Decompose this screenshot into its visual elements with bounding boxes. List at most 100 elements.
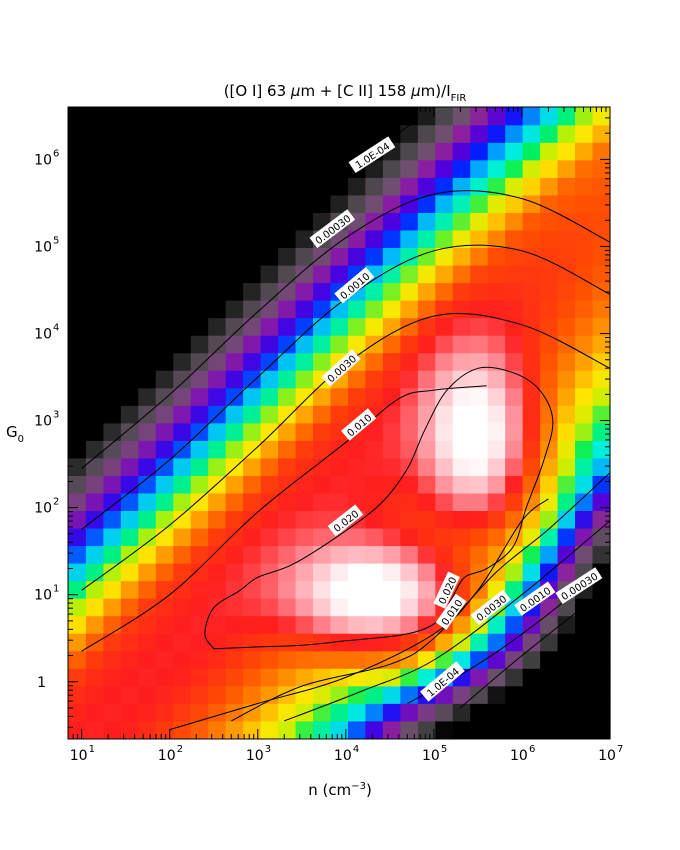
- heatmap-cell: [487, 370, 506, 389]
- heatmap-cell: [470, 650, 489, 669]
- heatmap-cell: [505, 387, 524, 406]
- heatmap-cell: [190, 387, 209, 406]
- y-tick-label: 10: [34, 239, 52, 255]
- heatmap-cell: [435, 510, 454, 529]
- heatmap-cell: [470, 387, 489, 406]
- heatmap-cell: [208, 457, 227, 476]
- heatmap-cell: [190, 177, 209, 196]
- heatmap-cell: [522, 352, 541, 371]
- heatmap-cell: [347, 598, 367, 617]
- y-tick-label: 10: [34, 414, 52, 430]
- heatmap-cell: [540, 177, 559, 196]
- heatmap-cell: [505, 475, 524, 494]
- heatmap-cell: [243, 124, 262, 143]
- heatmap-cell: [452, 440, 471, 459]
- heatmap-cell: [243, 194, 262, 213]
- heatmap-cell: [225, 335, 244, 354]
- heatmap-cell: [68, 177, 87, 196]
- heatmap-cell: [313, 422, 332, 441]
- heatmap-cell: [575, 545, 594, 564]
- heatmap-cell: [522, 335, 541, 354]
- heatmap-cell: [557, 159, 576, 178]
- heatmap-cell: [417, 124, 436, 143]
- heatmap-cell: [487, 212, 506, 231]
- heatmap-cell: [120, 317, 139, 336]
- heatmap-cell: [347, 668, 367, 687]
- heatmap-cell: [382, 510, 401, 529]
- heatmap-cell: [278, 510, 297, 529]
- heatmap-cell: [120, 405, 139, 424]
- heatmap-cell: [557, 177, 576, 196]
- heatmap-cell: [522, 159, 541, 178]
- heatmap-cell: [452, 703, 471, 722]
- heatmap-cell: [260, 317, 279, 336]
- heatmap-cell: [243, 422, 262, 441]
- heatmap-cell: [505, 247, 524, 266]
- heatmap-cell: [470, 317, 489, 336]
- heatmap-cell: [85, 177, 104, 196]
- heatmap-cell: [522, 668, 541, 687]
- heatmap-cell: [382, 387, 401, 406]
- heatmap-cell: [330, 703, 349, 722]
- heatmap-cell: [85, 720, 104, 739]
- heatmap-cell: [103, 650, 122, 669]
- heatmap-cell: [435, 159, 454, 178]
- heatmap-cell: [382, 580, 401, 599]
- heatmap-cell: [243, 282, 262, 301]
- heatmap-cell: [260, 475, 279, 494]
- heatmap-cell: [592, 475, 611, 494]
- heatmap-cell: [85, 650, 104, 669]
- heatmap-cell: [417, 177, 436, 196]
- heatmap-cell: [120, 527, 139, 547]
- heatmap-cell: [382, 633, 401, 652]
- heatmap-cell: [330, 247, 349, 266]
- heatmap-cell: [400, 492, 419, 512]
- heatmap-cell: [120, 685, 139, 704]
- heatmap-cell: [365, 615, 384, 634]
- heatmap-cell: [470, 703, 489, 722]
- y-tick-label: 10: [34, 588, 52, 604]
- heatmap-cell: [190, 615, 209, 634]
- contour-label-bg: [433, 571, 460, 609]
- contour-label-bg: [420, 661, 465, 702]
- y-tick-label: 10: [34, 152, 52, 168]
- heatmap-cell: [365, 159, 384, 178]
- heatmap-cell: [243, 545, 262, 564]
- heatmap-cell: [557, 194, 576, 213]
- heatmap-cell: [487, 142, 506, 161]
- heatmap-cell: [260, 335, 279, 354]
- heatmap-cell: [417, 510, 436, 529]
- heatmap-cell: [278, 650, 297, 669]
- heatmap-cell: [575, 615, 594, 634]
- heatmap-cell: [243, 615, 262, 634]
- heatmap-cell: [382, 440, 401, 459]
- heatmap-cell: [487, 405, 506, 424]
- heatmap-cell: [347, 720, 367, 739]
- contour-line: [459, 585, 611, 709]
- heatmap-cell: [400, 440, 419, 459]
- heatmap-cell: [120, 335, 139, 354]
- heatmap-cell: [347, 615, 367, 634]
- heatmap-cell: [295, 387, 314, 406]
- heatmap-cell: [68, 352, 87, 371]
- heatmap-cell: [190, 457, 209, 476]
- heatmap-cell: [365, 527, 384, 547]
- heatmap-cell: [452, 159, 471, 178]
- heatmap-cell: [68, 633, 87, 652]
- x-axis-label: n (cm−3): [308, 781, 372, 799]
- heatmap-cell: [120, 457, 139, 476]
- x-tick-exponent: 7: [617, 744, 623, 755]
- heatmap-cell: [103, 685, 122, 704]
- heatmap-cell: [400, 177, 419, 196]
- heatmap-cell: [278, 142, 297, 161]
- heatmap-cell: [103, 545, 122, 564]
- y-tick-exponent: 4: [53, 323, 59, 334]
- heatmap-cell: [417, 440, 436, 459]
- heatmap-cell: [452, 317, 471, 336]
- heatmap-cell: [295, 703, 314, 722]
- heatmap-cell: [452, 422, 471, 441]
- heatmap-cell: [190, 229, 209, 249]
- heatmap-cell: [487, 440, 506, 459]
- heatmap-cell: [470, 475, 489, 494]
- heatmap-cell: [347, 124, 367, 143]
